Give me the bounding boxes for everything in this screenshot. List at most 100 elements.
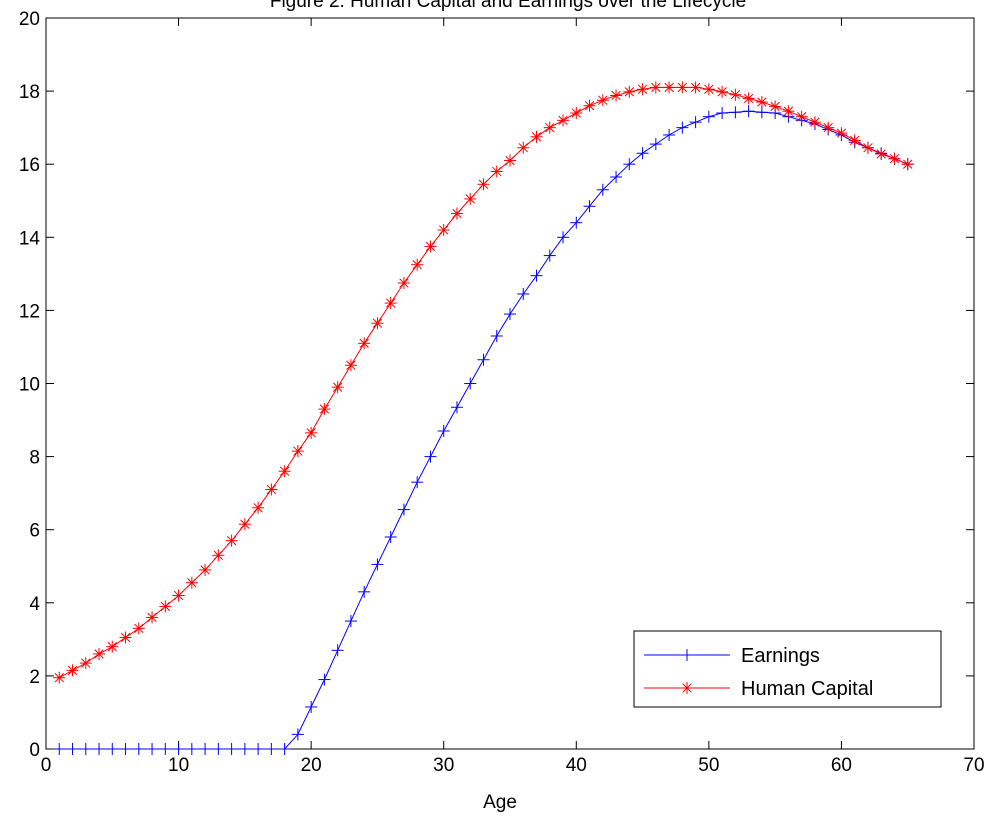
data-point [450,207,463,220]
data-point [238,518,251,531]
data-point [318,403,331,416]
axes-layer: 0 10 20 30 40 50 60 70 0 2 4 6 8 10 12 14 16 18 20 [19,9,985,776]
data-point [331,381,344,394]
legend-marker [681,682,693,694]
data-point [755,96,768,109]
series-layer [53,81,914,755]
data-point [888,152,901,165]
series-earnings [53,105,914,755]
x-tick-label: 20 [301,755,322,776]
data-point [358,585,371,598]
data-point [172,589,185,602]
data-point [755,106,768,119]
data-point [623,85,636,98]
data-point [543,249,556,262]
data-point [371,558,384,571]
legend-label: Human Capital [741,678,873,700]
legend-box [633,630,942,708]
legend-item-earnings: Earnings [644,645,820,667]
x-tick-label: 60 [831,755,852,776]
data-point [291,728,304,741]
x-axis-label: Age [483,792,517,813]
data-point [450,401,463,414]
data-point [331,644,344,657]
y-tick-label: 12 [19,301,40,322]
data-point [358,337,371,350]
data-point [782,105,795,118]
data-point [106,640,119,653]
data-point [875,147,888,160]
series-human-capital [53,81,914,684]
data-point [464,192,477,205]
data-point [53,671,66,684]
data-point [702,83,715,96]
y-tick-label: 18 [19,82,40,103]
data-point [305,426,318,439]
data-point [411,258,424,271]
data-point [384,531,397,544]
y-tick-label: 10 [19,375,40,396]
data-point [66,664,79,677]
data-point [769,100,782,113]
data-point [278,465,291,478]
data-point [663,81,676,94]
data-point [278,743,291,755]
data-point [146,611,159,624]
data-point [477,353,490,366]
data-point [384,297,397,310]
data-point [517,287,530,300]
data-point [530,130,543,143]
y-tick-label: 20 [19,9,40,30]
data-point [676,121,689,134]
data-point [199,743,212,755]
data-point [132,622,145,635]
data-point [702,110,715,123]
data-point [185,576,198,589]
data-point [610,89,623,102]
data-point [530,269,543,282]
data-point [199,563,212,576]
data-point [66,743,79,755]
data-point [570,107,583,120]
legend-item-human-capital: Human Capital [644,678,873,700]
data-point [649,81,662,94]
data-point [663,128,676,141]
data-point [596,94,609,107]
data-point [424,240,437,253]
x-tick-label: 50 [698,755,719,776]
data-point [716,107,729,120]
data-point [689,116,702,129]
data-point [291,445,304,458]
data-point [344,359,357,372]
y-tick-label: 16 [19,155,40,176]
data-point [212,549,225,562]
data-point [225,534,238,547]
data-point [119,743,132,755]
data-point [185,743,198,755]
x-tick-label: 30 [433,755,454,776]
data-point [318,673,331,686]
x-tick-label: 40 [566,755,587,776]
data-point [159,743,172,755]
data-point [623,158,636,171]
chart-title: Figure 2: Human Capital and Earnings ove… [270,0,746,12]
data-point [437,425,450,438]
data-point [636,83,649,96]
data-point [424,450,437,463]
data-point [344,615,357,628]
data-point [861,141,874,154]
y-tick-label: 6 [29,521,40,542]
y-tick-label: 4 [29,594,40,615]
y-tick-label: 0 [29,740,40,761]
data-point [517,141,530,154]
data-point [212,743,225,755]
legend: Earnings Human Capital [633,630,942,708]
data-point [676,81,689,94]
data-point [477,178,490,191]
data-point [437,223,450,236]
data-point [93,647,106,660]
data-point [159,600,172,613]
data-point [265,743,278,755]
